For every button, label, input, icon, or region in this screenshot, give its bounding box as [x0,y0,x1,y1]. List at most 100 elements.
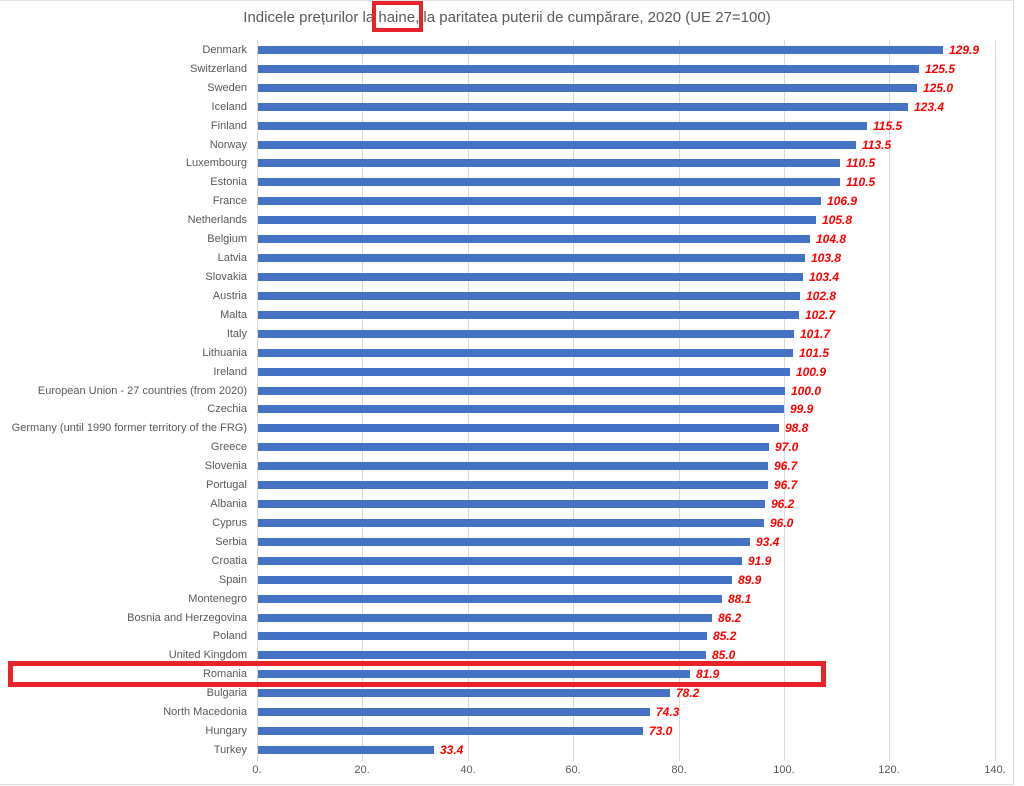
value-label: 86.2 [718,611,742,625]
value-label: 91.9 [748,554,772,568]
bar [258,292,800,300]
category-label: Romania [202,668,247,680]
bar [258,178,840,186]
bar [258,46,943,54]
chart-title-prefix: Indicele prețurilor la [243,9,379,26]
value-label: 96.0 [770,516,794,530]
gridline [995,40,996,761]
category-label: North Macedonia [163,706,247,718]
category-label: Czechia [207,403,247,415]
bar [258,330,794,338]
category-label: Cyprus [212,517,247,529]
bar [258,349,793,357]
category-label: Luxembourg [185,157,247,169]
gridline [362,40,363,761]
category-label: Montenegro [188,593,247,605]
category-label: Iceland [211,101,247,113]
category-label: France [212,195,247,207]
bar [258,197,821,205]
category-label: Estonia [210,176,247,188]
category-label: European Union - 27 countries (from 2020… [37,385,247,397]
value-label: 100.0 [791,384,822,398]
bar [258,462,768,470]
category-label: Italy [226,328,247,340]
gridline [468,40,469,761]
value-label: 96.7 [774,459,798,473]
value-label: 110.5 [846,156,876,170]
x-tick-label: 140. [984,764,1006,776]
bar [258,651,706,659]
value-label: 113.5 [862,138,892,152]
bar [258,670,690,678]
value-label: 89.9 [738,573,762,587]
value-label: 93.4 [756,535,780,549]
value-label: 85.0 [712,648,736,662]
category-label: Turkey [213,744,247,756]
value-label: 102.7 [805,308,836,322]
value-label: 78.2 [676,686,700,700]
value-label: 100.9 [796,365,827,379]
gridline [889,40,890,761]
value-label: 125.0 [923,81,954,95]
bar [258,103,908,111]
category-label: Austria [212,290,247,302]
bar [258,141,856,149]
bar [258,632,707,640]
x-tick-label: 120. [878,764,900,776]
title-highlighted-word: haine [372,1,424,32]
value-label: 106.9 [827,194,858,208]
value-label: 33.4 [440,743,464,757]
category-label: Croatia [211,555,247,567]
category-label: Ireland [213,366,247,378]
bar [258,519,764,527]
bar [258,538,750,546]
value-label: 99.9 [790,402,814,416]
value-label: 74.3 [656,705,680,719]
bar [258,235,810,243]
bar [258,500,765,508]
bar [258,405,784,413]
bar [258,443,769,451]
value-label: 110.5 [846,175,876,189]
category-label: Netherlands [187,214,247,226]
bar [258,481,768,489]
bar [258,708,650,716]
value-label: 97.0 [775,440,799,454]
category-label: United Kingdom [168,649,247,661]
bar [258,159,840,167]
gridline [784,40,785,761]
category-label: Slovakia [205,271,247,283]
category-label: Lithuania [202,347,247,359]
x-tick-label: 80. [671,764,687,776]
category-label: Portugal [206,479,247,491]
chart-title: Indicele prețurilor la haine, la paritat… [0,1,1014,32]
x-tick-label: 60. [565,764,581,776]
value-label: 103.4 [809,270,840,284]
category-label: Hungary [205,725,247,737]
value-label: 85.2 [713,629,737,643]
gridline [573,40,574,761]
category-label: Denmark [202,44,247,56]
value-label: 98.8 [785,421,809,435]
category-label: Bulgaria [206,687,247,699]
gridline [257,40,258,761]
bar [258,614,712,622]
bar [258,65,919,73]
value-label: 104.8 [816,232,847,246]
gridline [679,40,680,761]
bar [258,273,803,281]
bar [258,595,722,603]
value-label: 103.8 [811,251,842,265]
category-label: Germany (until 1990 former territory of … [11,422,247,434]
category-label: Spain [218,574,247,586]
category-label: Greece [210,441,247,453]
bar [258,689,670,697]
bar [258,424,779,432]
bar [258,216,816,224]
bar [258,84,917,92]
bar [258,576,732,584]
category-label: Albania [210,498,247,510]
x-tick-label: 20. [354,764,370,776]
category-label: Latvia [217,252,247,264]
